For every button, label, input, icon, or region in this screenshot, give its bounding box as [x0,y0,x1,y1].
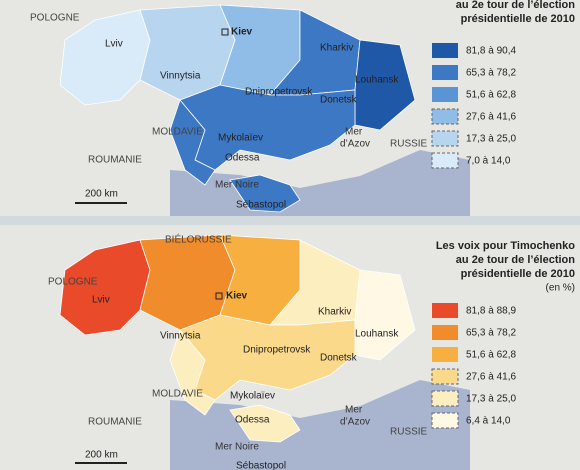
legend-swatch [431,130,459,147]
legend-label: 65,3 à 78,2 [466,68,516,79]
city-label: Kharkiv [318,307,351,318]
legend-swatch [432,325,458,340]
unit-label: (en %) [546,283,575,294]
city-label: Donetsk [320,95,358,106]
legend-label: 51,6 à 62,8 [466,90,516,101]
legend-swatch [431,390,459,407]
country-label: RUSSIE [390,139,428,150]
legend-label: 51,6 à 62,8 [466,350,516,361]
city-label: Lviv [92,295,110,306]
legend-swatch [431,412,459,429]
capital-marker [215,292,223,300]
country-label: RUSSIE [390,427,428,438]
sea-label: Mer [345,127,363,138]
country-label: POLOGNE [30,13,80,24]
region [229,404,301,443]
city-label: Vinnytsia [160,331,201,342]
country-label: POLOGNE [48,277,98,288]
top-map: au 2e tour de l’élection présidentielle … [30,0,575,216]
legend-swatch [432,87,458,102]
city-label: Louhansk [355,75,399,86]
legend-swatch [431,108,459,125]
legend-label: 81,8 à 90,4 [466,46,516,57]
legend-label: 6,4 à 14,0 [466,416,511,427]
sea-label: d’Azov [340,417,370,428]
legend-swatch [431,152,459,169]
country-label: ROUMANIE [88,155,142,166]
scale-label: 200 km [85,189,118,200]
legend-label: 17,3 à 25,0 [466,394,516,405]
region [169,99,216,186]
bottom-map: BIÉLORUSSIE Les voix pour Timochenko au … [48,233,575,470]
legend-swatch [431,368,459,385]
legend-swatch [432,43,458,58]
city-label: Dnipropetrovsk [243,345,311,356]
sea-label: Mer [345,405,363,416]
city-label: Dnipropetrovsk [245,87,313,98]
city-label: Sébastopol [236,461,286,470]
legend-label: 65,3 à 78,2 [466,328,516,339]
city-label: Donetsk [320,353,358,364]
city-label: Louhansk [355,329,399,340]
legend-swatch [432,303,458,318]
map-title: au 2e tour de l’élection [456,254,575,266]
city-label: Mykolaïev [218,133,263,144]
legend-label: 27,6 à 41,6 [466,372,516,383]
country-label: MOLDAVIE [152,389,203,400]
legend-swatch [432,347,458,362]
legend-label: 27,6 à 41,6 [466,112,516,123]
country-label: MOLDAVIE [152,127,203,138]
sea-label: d’Azov [340,139,370,150]
capital-marker [221,28,229,36]
map-title: au 2e tour de l’élection [456,0,575,11]
region [169,329,216,416]
map-title: présidentielle de 2010 [461,13,575,25]
legend-label: 7,0 à 14,0 [466,156,511,167]
city-label: Sébastopol [236,200,286,211]
city-label: Kiev [226,291,248,302]
legend-swatch [432,65,458,80]
city-label: Odessa [235,415,270,426]
divider [0,216,580,225]
city-label: Kharkiv [320,43,353,54]
city-label: Mykolaïev [230,391,275,402]
city-label: Vinnytsia [160,71,201,82]
country-label: BIÉLORUSSIE [165,233,232,246]
sea-label: Mer Noire [215,180,259,191]
map-title: présidentielle de 2010 [461,268,575,280]
country-label: ROUMANIE [88,417,142,428]
scale-label: 200 km [85,450,118,461]
region [229,174,301,213]
city-label: Lviv [105,39,123,50]
map-title: Les voix pour Timochenko [436,240,575,252]
sea-label: Mer Noire [215,442,259,453]
city-label: Odessa [225,153,260,164]
legend-label: 17,3 à 25,0 [466,134,516,145]
city-label: Kiev [231,27,253,38]
legend-label: 81,8 à 88,9 [466,306,516,317]
sea [170,380,470,470]
